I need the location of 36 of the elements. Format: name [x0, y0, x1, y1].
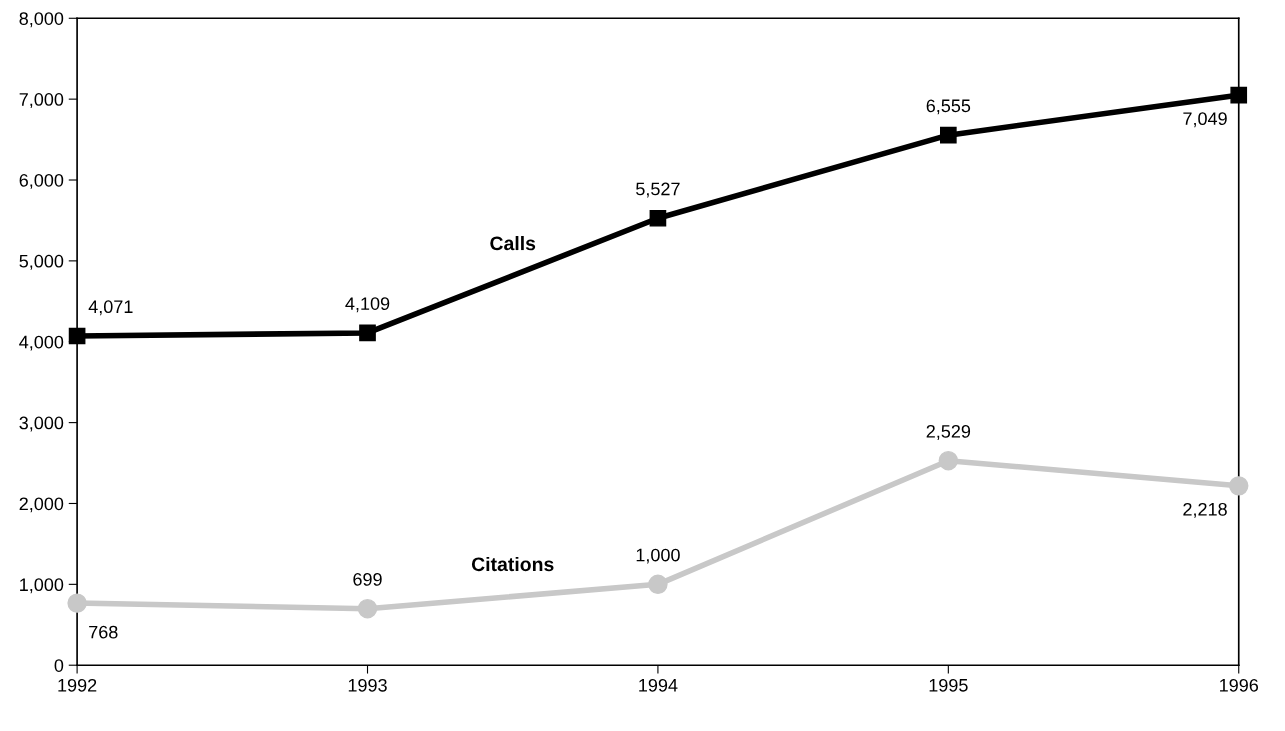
data-label: 7,049 — [1183, 112, 1227, 128]
point — [1230, 86, 1248, 104]
point — [1229, 476, 1249, 496]
point — [67, 593, 87, 613]
data-label: 2,529 — [926, 424, 971, 440]
y-tick-label: 0 — [54, 659, 64, 672]
point — [68, 327, 86, 345]
point — [649, 209, 667, 227]
y-tick-label: 2,000 — [19, 497, 64, 513]
data-label: 699 — [353, 572, 382, 586]
data-label: 1,000 — [636, 548, 680, 564]
y-tick-label: 5,000 — [19, 254, 64, 270]
data-label: 4,071 — [88, 300, 133, 316]
y-tick-label: 1,000 — [20, 578, 64, 594]
data-label: 4,109 — [345, 297, 390, 313]
x-tick-label: 1994 — [639, 678, 678, 692]
data-label: 6,555 — [926, 99, 971, 115]
y-tick-label: 6,000 — [19, 173, 64, 189]
y-tick-label: 8,000 — [19, 12, 64, 28]
y-tick-label: 7,000 — [19, 93, 64, 108]
series-label: Citations — [471, 556, 554, 572]
y-tick-label: 3,000 — [19, 416, 64, 432]
x-tick-label: 1993 — [348, 678, 387, 692]
point — [938, 450, 959, 471]
x-tick-label: 1992 — [58, 678, 97, 692]
point — [648, 574, 668, 595]
data-label: 768 — [89, 625, 118, 639]
point — [939, 126, 957, 144]
y-tick-label: 4,000 — [19, 335, 64, 351]
series-label: Calls — [490, 235, 536, 251]
data-label: 2,218 — [1183, 502, 1227, 518]
x-tick-label: 1996 — [1220, 678, 1259, 692]
point — [359, 324, 376, 342]
x-tick-label: 1995 — [929, 678, 968, 692]
point — [357, 598, 378, 619]
data-label: 5,527 — [636, 182, 680, 198]
